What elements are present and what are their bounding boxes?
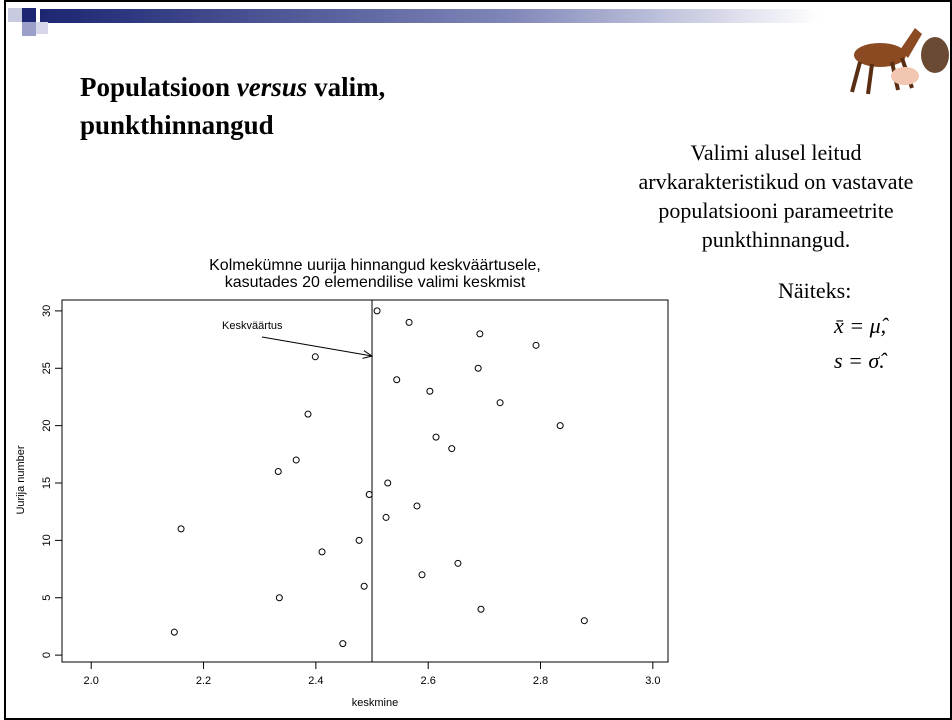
x-tick-label: 2.2 [196,675,211,687]
x-tick-label: 2.6 [421,675,436,687]
background [0,0,952,720]
y-axis-label: Uurija number [15,445,27,514]
y-tick-label: 10 [41,534,53,546]
y-tick-label: 0 [41,652,53,658]
deco-square [22,22,36,36]
body-text: Valimi alusel leitud [690,140,861,165]
deco-square [8,8,22,22]
slide-title: Populatsioon versus valim, [80,72,385,102]
x-axis-label: keskmine [352,697,398,709]
example-label: Näiteks: [778,278,851,303]
deco-square [22,8,36,22]
slide: Populatsioon versus valim, punkthinnangu… [0,0,952,720]
title-part: versus [237,72,308,102]
y-tick-label: 15 [41,477,53,489]
x-tick-label: 2.8 [533,675,548,687]
x-tick-label: 2.0 [84,675,99,687]
y-tick-label: 25 [41,362,53,374]
x-tick-label: 3.0 [645,675,660,687]
x-tick-label: 2.4 [308,675,323,687]
y-tick-label: 20 [41,420,53,432]
body-text: arvkarakteristikud on vastavate [639,169,914,194]
annotation: Keskväärtus [222,320,283,332]
chart-title: kasutades 20 elemendilise valimi keskmis… [225,274,526,291]
title-part: valim, [314,72,385,102]
body-text: punkthinnangud. [702,227,851,252]
chart-title: Kolmekümne uurija hinnangud keskväärtuse… [209,257,541,274]
formula: x̄ = μ̂, [833,313,890,338]
header-band [40,9,820,23]
formula: s = σ̂. [834,348,888,373]
title-part: Populatsioon [80,72,230,102]
slide-title: punkthinnangud [80,110,274,140]
y-tick-label: 30 [41,305,53,317]
body-text: populatsiooni parameetrite [658,198,893,223]
deco-square [36,22,48,34]
y-tick-label: 5 [41,595,53,601]
